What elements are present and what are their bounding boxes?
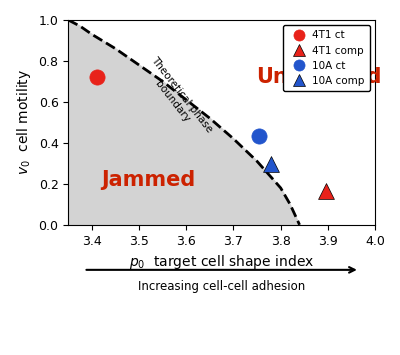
Legend: 4T1 ct, 4T1 comp, 10A ct, 10A comp: 4T1 ct, 4T1 comp, 10A ct, 10A comp (283, 25, 370, 91)
Point (256, 133, 263, 138)
Text: Increasing cell-cell adhesion: Increasing cell-cell adhesion (138, 280, 305, 293)
Text: Jammed: Jammed (101, 170, 196, 190)
X-axis label: $p_0$  target cell shape index: $p_0$ target cell shape index (129, 253, 314, 271)
Text: Unjammed: Unjammed (256, 67, 381, 87)
Text: Theoretical phase
boundary: Theoretical phase boundary (140, 54, 214, 141)
Polygon shape (68, 20, 300, 225)
Point (93, 75, 100, 80)
Y-axis label: $v_0$  cell motility: $v_0$ cell motility (15, 69, 33, 175)
Point (322, 188, 329, 194)
Point (268, 162, 274, 167)
